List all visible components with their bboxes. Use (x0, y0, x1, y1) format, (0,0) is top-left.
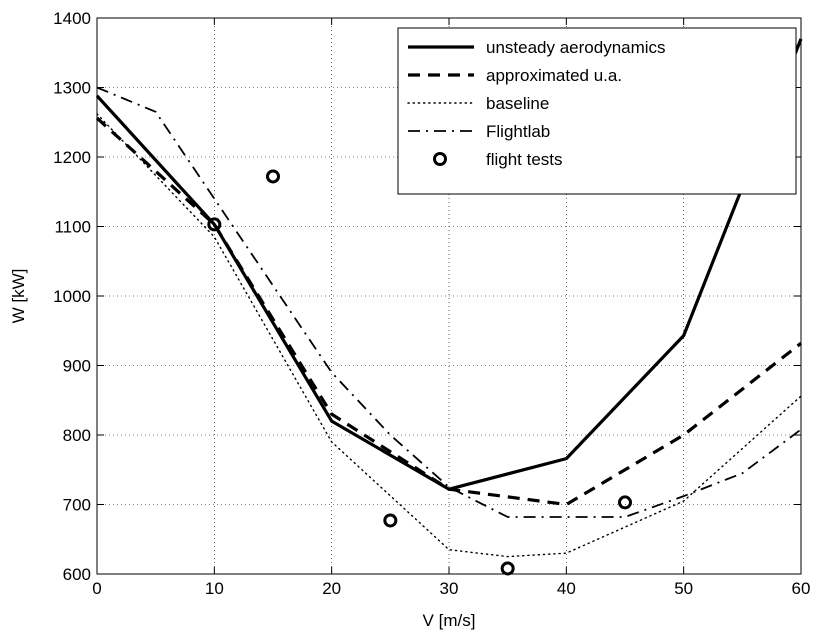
legend-box (397, 27, 797, 195)
y-tick-label: 800 (63, 426, 91, 445)
legend: unsteady aerodynamics approximated u.a. ba… (397, 27, 797, 195)
x-tick-label: 40 (557, 579, 576, 598)
y-tick-label: 1400 (53, 9, 91, 28)
x-tick-label: 10 (205, 579, 224, 598)
flight-test-point (207, 217, 222, 232)
legend-item-baseline: baseline (407, 94, 549, 113)
legend-swatch (433, 152, 447, 166)
y-tick-label: 900 (63, 357, 91, 376)
y-tick-label: 1300 (53, 79, 91, 98)
y-tick-label: 1200 (53, 148, 91, 167)
y-axis-label: W [kW] (9, 269, 28, 324)
legend-item-flight-tests: flight tests (433, 150, 563, 169)
x-tick-label: 50 (674, 579, 693, 598)
x-tick-label: 60 (792, 579, 811, 598)
series-lines (95, 38, 803, 558)
flight-test-markers (207, 169, 632, 576)
x-tick-label: 20 (322, 579, 341, 598)
flight-test-point (266, 169, 280, 184)
series-line-baseline (96, 113, 802, 558)
flight-test-point (500, 561, 515, 576)
axis-tick-labels: 0 10 20 30 40 50 60 600 700 800 900 1000 1100 1200 130… (53, 9, 810, 598)
legend-label: approximated u.a. (486, 66, 622, 85)
x-tick-label: 0 (92, 579, 101, 598)
x-axis-label: V [m/s] (423, 611, 476, 630)
y-tick-label: 1000 (53, 287, 91, 306)
x-tick-label: 30 (440, 579, 459, 598)
legend-item-approximated-u-a: approximated u.a. (408, 66, 622, 85)
y-tick-label: 600 (63, 565, 91, 584)
flight-test-point (618, 495, 632, 510)
y-tick-label: 700 (63, 496, 91, 515)
axis-ticks (96, 17, 802, 575)
series-line-approximated-u-a (95, 116, 802, 507)
legend-item-flightlab: Flightlab (408, 122, 550, 141)
y-tick-label: 1100 (54, 218, 91, 237)
legend-label: flight tests (486, 150, 563, 169)
legend-label: baseline (486, 94, 549, 113)
legend-items: unsteady aerodynamics approximated u.a. ba… (407, 38, 666, 169)
legend-item-unsteady-aerodynamics: unsteady aerodynamics (408, 38, 666, 57)
legend-label: Flightlab (486, 122, 550, 141)
legend-label: unsteady aerodynamics (486, 38, 666, 57)
series-line-flightlab (96, 86, 802, 518)
flight-test-point (383, 513, 398, 528)
